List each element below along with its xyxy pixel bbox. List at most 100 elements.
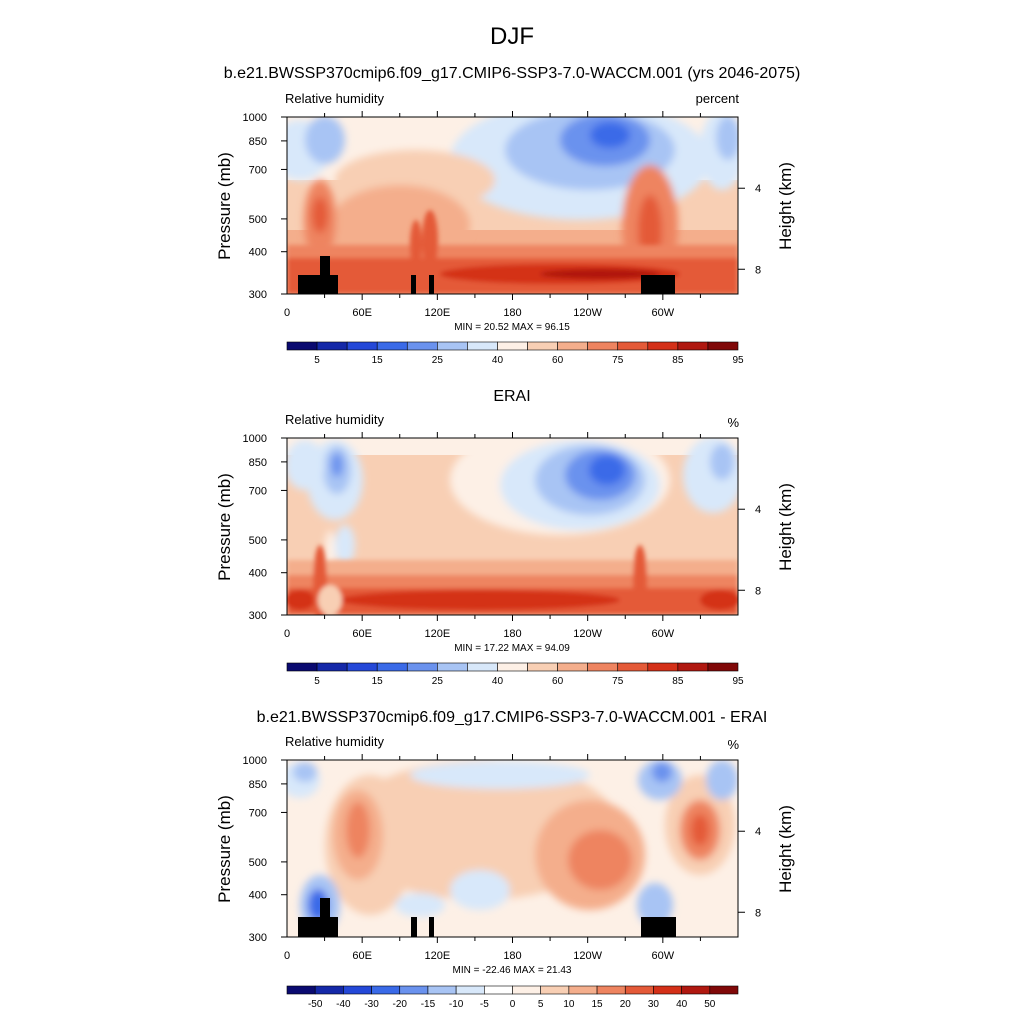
- colorbar-swatch: [314, 985, 344, 995]
- y-tick-label: 700: [249, 807, 267, 819]
- colorbar-label: 5: [314, 355, 320, 366]
- colorbar-swatch: [568, 985, 598, 995]
- x-tick-label: 60E: [352, 628, 372, 640]
- colorbar-swatch: [376, 341, 408, 351]
- colorbar-swatch: [527, 662, 558, 672]
- colorbar-swatch: [346, 662, 378, 672]
- height-tick-label: 8: [755, 264, 761, 276]
- colorbar-swatch: [596, 985, 626, 995]
- units-label: %: [727, 737, 739, 752]
- panel-title: ERAI: [493, 388, 530, 405]
- x-tick-label: 60E: [352, 950, 372, 962]
- right-axis-label: Height (km): [776, 162, 795, 250]
- x-tick-label: 120E: [424, 950, 450, 962]
- y-tick-label: 850: [249, 779, 267, 791]
- colorbar-label: -50: [308, 999, 323, 1010]
- x-tick-label: 0: [284, 950, 290, 962]
- colorbar-swatch: [617, 341, 649, 351]
- colorbar-label: 85: [672, 676, 684, 687]
- y-tick-label: 850: [249, 457, 267, 469]
- colorbar-swatch: [587, 341, 619, 351]
- colorbar-label: 60: [552, 676, 564, 687]
- colorbar-swatch: [653, 985, 682, 995]
- colorbar-swatch: [427, 985, 457, 995]
- y-tick-label: 300: [249, 932, 267, 944]
- colorbar-swatch: [371, 985, 401, 995]
- colorbar-swatch: [540, 985, 570, 995]
- colorbar-swatch: [677, 662, 709, 672]
- colorbar-swatch: [316, 341, 348, 351]
- y-tick-label: 700: [249, 164, 267, 176]
- y-tick-label: 400: [249, 247, 267, 259]
- colorbar-label: 15: [372, 676, 384, 687]
- min-max-stats: MIN = 17.22 MAX = 94.09: [454, 643, 570, 654]
- x-tick-label: 60W: [652, 628, 675, 640]
- colorbar-swatch: [527, 341, 558, 351]
- colorbar-label: 40: [492, 676, 504, 687]
- y-tick-label: 300: [249, 610, 267, 622]
- colorbar-label: -30: [364, 999, 379, 1010]
- y-tick-label: 850: [249, 136, 267, 148]
- colorbar-label: -40: [336, 999, 351, 1010]
- y-tick-label: 500: [249, 857, 267, 869]
- colorbar-swatch: [316, 662, 348, 672]
- variable-label: Relative humidity: [285, 734, 384, 749]
- y-tick-label: 400: [249, 568, 267, 580]
- height-tick-label: 8: [755, 585, 761, 597]
- colorbar-swatch: [557, 341, 588, 351]
- y-tick-label: 1000: [243, 112, 267, 124]
- height-tick-label: 4: [755, 826, 761, 838]
- colorbar-swatch: [624, 985, 654, 995]
- colorbar-label: 95: [732, 676, 744, 687]
- colorbar-swatch: [286, 985, 316, 995]
- colorbar-swatch: [497, 341, 528, 351]
- colorbar-label: 0: [510, 999, 516, 1010]
- colorbar-label: 5: [314, 676, 320, 687]
- x-tick-label: 120W: [573, 307, 602, 319]
- x-tick-label: 0: [284, 628, 290, 640]
- colorbar-swatch: [399, 985, 429, 995]
- y-tick-label: 500: [249, 535, 267, 547]
- colorbar-swatch: [484, 985, 513, 995]
- variable-label: Relative humidity: [285, 91, 384, 106]
- units-label: percent: [696, 91, 740, 106]
- height-tick-label: 4: [755, 504, 761, 516]
- y-tick-label: 700: [249, 485, 267, 497]
- height-tick-label: 8: [755, 907, 761, 919]
- colorbar-label: 75: [612, 676, 624, 687]
- colorbar-swatch: [346, 341, 378, 351]
- colorbar-label: 85: [672, 355, 684, 366]
- figure-title: DJF: [490, 23, 534, 50]
- colorbar-label: 30: [648, 999, 660, 1010]
- colorbar-swatch: [455, 985, 485, 995]
- contour-field: [287, 760, 738, 937]
- min-max-stats: MIN = 20.52 MAX = 96.15: [454, 322, 570, 333]
- colorbar-label: 60: [552, 355, 564, 366]
- colorbar-swatch: [437, 662, 468, 672]
- colorbar-swatch: [647, 341, 679, 351]
- colorbar-label: 15: [592, 999, 604, 1010]
- colorbar-swatch: [497, 662, 528, 672]
- panel-difference: b.e21.BWSSP370cmip6.f09_g17.CMIP6-SSP3-7…: [215, 709, 795, 1010]
- panel-title: b.e21.BWSSP370cmip6.f09_g17.CMIP6-SSP3-7…: [257, 709, 768, 726]
- topography-mask: [298, 256, 675, 294]
- topography-mask: [298, 898, 676, 937]
- colorbar-label: 25: [432, 355, 444, 366]
- y-tick-label: 1000: [243, 433, 267, 445]
- colorbar-label: 25: [432, 676, 444, 687]
- height-tick-label: 4: [755, 183, 761, 195]
- colorbar-label: -5: [480, 999, 489, 1010]
- colorbar-swatch: [343, 985, 372, 995]
- colorbar-label: 50: [704, 999, 716, 1010]
- colorbar-swatch: [467, 341, 498, 351]
- colorbar-swatch: [437, 341, 468, 351]
- colorbar-label: -10: [449, 999, 464, 1010]
- colorbar-label: -15: [421, 999, 436, 1010]
- y-tick-label: 1000: [243, 755, 267, 767]
- x-tick-label: 180: [503, 307, 521, 319]
- x-tick-label: 60E: [352, 307, 372, 319]
- colorbar-label: 40: [492, 355, 504, 366]
- x-tick-label: 60W: [652, 950, 675, 962]
- units-label: %: [727, 415, 739, 430]
